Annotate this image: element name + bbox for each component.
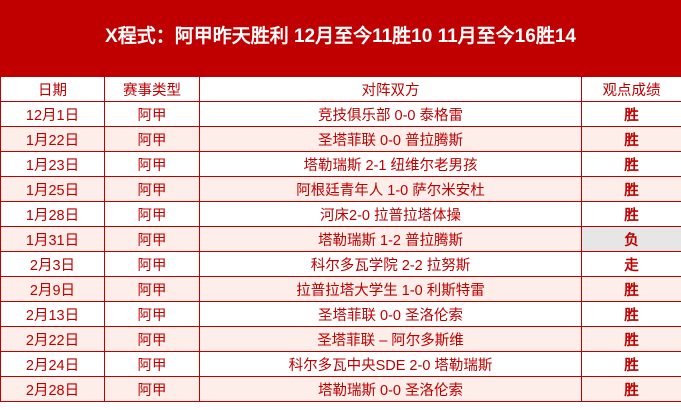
table-row: 1月22日 阿甲 圣塔菲联 0-0 普拉腾斯胜: [0, 126, 681, 152]
cell-teams: 塔勒瑞斯 0-0 圣洛伦索: [199, 376, 582, 402]
match-table: 日期 赛事类型 对阵双方 观点成绩 12月1日 阿甲 竞技俱乐部 0-0 泰格雷胜 1…: [0, 76, 681, 402]
page-title: X程式：阿甲昨天胜利 12月至今11胜10 11月至今16胜14: [105, 26, 576, 47]
column-header-result: 观点成绩: [581, 76, 681, 102]
cell-result: 负: [581, 226, 681, 252]
table-row: 1月28日 阿甲 河床2-0 拉普拉塔体操胜: [0, 201, 681, 227]
cell-date: 12月1日: [0, 101, 105, 127]
cell-date: 2月22日: [0, 326, 105, 352]
cell-result: 胜: [581, 101, 681, 127]
cell-competition: 阿甲: [104, 351, 200, 377]
column-header-teams: 对阵双方: [199, 76, 582, 102]
cell-teams: 河床2-0 拉普拉塔体操: [199, 201, 582, 227]
cell-teams: 阿根廷青年人 1-0 萨尔米安杜: [199, 176, 582, 202]
column-header-date: 日期: [0, 76, 105, 102]
cell-date: 1月31日: [0, 226, 105, 252]
title-banner: X程式：阿甲昨天胜利 12月至今11胜10 11月至今16胜14: [0, 0, 681, 76]
table-row: 12月1日 阿甲 竞技俱乐部 0-0 泰格雷胜: [0, 101, 681, 127]
cell-teams: 科尔多瓦中央SDE 2-0 塔勒瑞斯: [199, 351, 582, 377]
table-row: 2月3日 阿甲 科尔多瓦学院 2-2 拉努斯走: [0, 251, 681, 277]
cell-competition: 阿甲: [104, 326, 200, 352]
cell-result: 胜: [581, 176, 681, 202]
cell-date: 2月28日: [0, 376, 105, 402]
cell-competition: 阿甲: [104, 201, 200, 227]
table-row: 2月22日 阿甲 圣塔菲联 – 阿尔多斯维胜: [0, 326, 681, 352]
cell-competition: 阿甲: [104, 276, 200, 302]
cell-result: 走: [581, 251, 681, 277]
cell-result: 胜: [581, 151, 681, 177]
table-row: 1月25日 阿甲 阿根廷青年人 1-0 萨尔米安杜胜: [0, 176, 681, 202]
cell-date: 1月23日: [0, 151, 105, 177]
cell-competition: 阿甲: [104, 126, 200, 152]
cell-competition: 阿甲: [104, 301, 200, 327]
cell-date: 1月28日: [0, 201, 105, 227]
column-header-competition: 赛事类型: [104, 76, 200, 102]
table-row: 2月24日 阿甲 科尔多瓦中央SDE 2-0 塔勒瑞斯胜: [0, 351, 681, 377]
cell-teams: 圣塔菲联 0-0 圣洛伦索: [199, 301, 582, 327]
table-row: 1月31日 阿甲 塔勒瑞斯 1-2 普拉腾斯负: [0, 226, 681, 252]
table-row: 1月23日 阿甲 塔勒瑞斯 2-1 纽维尔老男孩胜: [0, 151, 681, 177]
cell-competition: 阿甲: [104, 376, 200, 402]
cell-competition: 阿甲: [104, 101, 200, 127]
cell-teams: 竞技俱乐部 0-0 泰格雷: [199, 101, 582, 127]
cell-competition: 阿甲: [104, 151, 200, 177]
cell-date: 1月22日: [0, 126, 105, 152]
cell-date: 2月3日: [0, 251, 105, 277]
cell-competition: 阿甲: [104, 176, 200, 202]
cell-date: 2月9日: [0, 276, 105, 302]
table-row: 2月28日 阿甲 塔勒瑞斯 0-0 圣洛伦索胜: [0, 376, 681, 402]
cell-competition: 阿甲: [104, 251, 200, 277]
cell-result: 胜: [581, 326, 681, 352]
cell-date: 1月25日: [0, 176, 105, 202]
cell-teams: 拉普拉塔大学生 1-0 利斯特雷: [199, 276, 582, 302]
cell-teams: 科尔多瓦学院 2-2 拉努斯: [199, 251, 582, 277]
table-row: 2月13日 阿甲 圣塔菲联 0-0 圣洛伦索胜: [0, 301, 681, 327]
cell-result: 胜: [581, 201, 681, 227]
cell-date: 2月13日: [0, 301, 105, 327]
cell-competition: 阿甲: [104, 226, 200, 252]
table-body: 12月1日 阿甲 竞技俱乐部 0-0 泰格雷胜 1月22日 阿甲 圣塔菲联 0-0 普拉腾…: [0, 101, 681, 402]
cell-result: 胜: [581, 351, 681, 377]
cell-result: 胜: [581, 376, 681, 402]
cell-teams: 塔勒瑞斯 2-1 纽维尔老男孩: [199, 151, 582, 177]
table-header-row: 日期 赛事类型 对阵双方 观点成绩: [0, 76, 681, 102]
cell-result: 胜: [581, 126, 681, 152]
cell-teams: 塔勒瑞斯 1-2 普拉腾斯: [199, 226, 582, 252]
table-row: 2月9日 阿甲 拉普拉塔大学生 1-0 利斯特雷胜: [0, 276, 681, 302]
cell-teams: 圣塔菲联 0-0 普拉腾斯: [199, 126, 582, 152]
cell-result: 胜: [581, 276, 681, 302]
cell-teams: 圣塔菲联 – 阿尔多斯维: [199, 326, 582, 352]
cell-result: 胜: [581, 301, 681, 327]
cell-date: 2月24日: [0, 351, 105, 377]
